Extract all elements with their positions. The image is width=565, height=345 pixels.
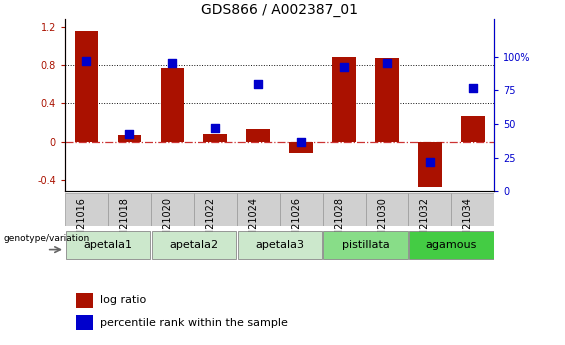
Bar [408,193,451,226]
Bar [323,193,366,226]
Text: GSM21024: GSM21024 [248,197,258,250]
Bar [203,134,227,142]
Bar [289,142,313,153]
Bar [76,293,93,308]
Point [125,131,134,136]
Bar [237,193,280,226]
Bar [65,193,108,226]
Bar [461,116,485,142]
Text: apetala2: apetala2 [170,240,218,250]
Bar [66,231,150,259]
Bar [151,193,194,226]
Point [82,58,91,63]
Point [340,65,349,70]
Text: apetala1: apetala1 [84,240,132,250]
Point [211,125,220,131]
Text: percentile rank within the sample: percentile rank within the sample [99,318,288,327]
Bar [194,193,237,226]
Text: GSM21032: GSM21032 [420,197,430,250]
Bar [324,231,407,259]
Point [168,61,177,66]
Bar [451,193,494,226]
Text: log ratio: log ratio [99,295,146,305]
Text: GSM21018: GSM21018 [119,197,129,250]
Text: apetala3: apetala3 [255,240,304,250]
Text: GSM21030: GSM21030 [377,197,387,250]
Bar [238,231,321,259]
Bar [418,142,442,187]
Point [383,61,392,66]
Bar [332,57,356,142]
Title: GDS866 / A002387_01: GDS866 / A002387_01 [201,2,358,17]
Text: agamous: agamous [426,240,477,250]
Text: GSM21016: GSM21016 [76,197,86,250]
Point [297,139,306,144]
Point [468,85,477,90]
Text: GSM21028: GSM21028 [334,197,344,250]
Text: genotype/variation: genotype/variation [3,234,89,243]
Bar [375,58,399,142]
Bar [75,31,98,142]
Bar [152,231,236,259]
Bar [410,231,493,259]
Bar [366,193,408,226]
Text: GSM21020: GSM21020 [162,197,172,250]
Bar [108,193,151,226]
Text: GSM21034: GSM21034 [463,197,473,250]
Text: GSM21022: GSM21022 [205,197,215,250]
Point [425,159,434,165]
Bar [76,315,93,330]
Point [254,81,263,86]
Bar [118,135,141,142]
Bar [280,193,323,226]
Text: GSM21026: GSM21026 [291,197,301,250]
Text: pistillata: pistillata [342,240,389,250]
Bar [246,129,270,142]
Bar [160,68,184,142]
